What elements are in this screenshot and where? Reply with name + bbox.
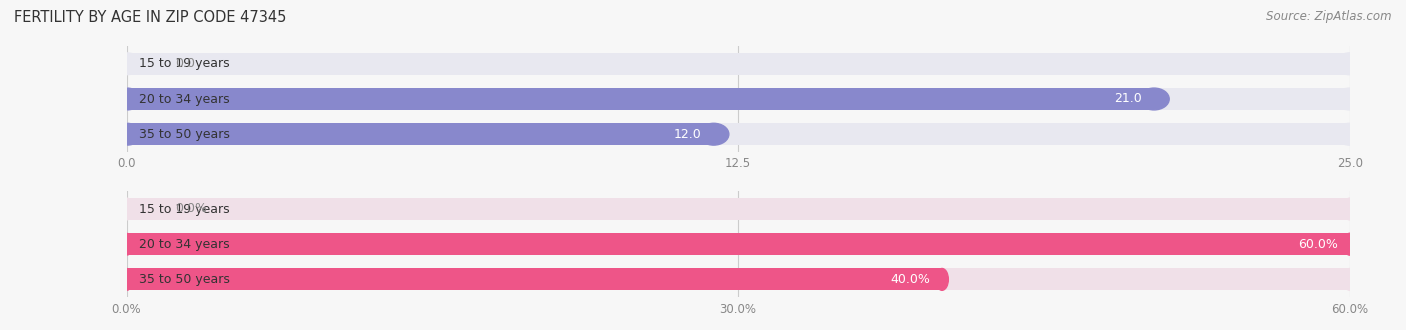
- Circle shape: [1334, 88, 1365, 110]
- Circle shape: [1139, 88, 1170, 110]
- Bar: [127, 198, 1350, 220]
- Circle shape: [121, 269, 132, 290]
- Text: 35 to 50 years: 35 to 50 years: [139, 273, 229, 286]
- Text: 20 to 34 years: 20 to 34 years: [139, 92, 229, 106]
- Text: Source: ZipAtlas.com: Source: ZipAtlas.com: [1267, 10, 1392, 23]
- Circle shape: [699, 123, 728, 145]
- Bar: [127, 262, 1350, 297]
- Circle shape: [1344, 233, 1355, 255]
- Bar: [127, 123, 714, 145]
- Bar: [127, 53, 1350, 75]
- Text: 0.0%: 0.0%: [176, 203, 208, 215]
- Circle shape: [121, 233, 132, 255]
- Bar: [127, 269, 942, 290]
- Bar: [127, 82, 1350, 116]
- Bar: [127, 88, 1350, 110]
- Text: 40.0%: 40.0%: [890, 273, 929, 286]
- Text: 20 to 34 years: 20 to 34 years: [139, 238, 229, 251]
- Circle shape: [111, 88, 142, 110]
- Circle shape: [1334, 123, 1365, 145]
- Text: 35 to 50 years: 35 to 50 years: [139, 128, 229, 141]
- Circle shape: [936, 269, 948, 290]
- Circle shape: [1334, 53, 1365, 75]
- Circle shape: [1344, 269, 1355, 290]
- Text: 15 to 19 years: 15 to 19 years: [139, 203, 229, 215]
- Text: FERTILITY BY AGE IN ZIP CODE 47345: FERTILITY BY AGE IN ZIP CODE 47345: [14, 10, 287, 25]
- Circle shape: [111, 123, 142, 145]
- Bar: [127, 116, 1350, 152]
- Circle shape: [121, 233, 132, 255]
- Circle shape: [111, 88, 142, 110]
- Circle shape: [1344, 198, 1355, 220]
- Circle shape: [111, 53, 142, 75]
- Circle shape: [111, 123, 142, 145]
- Bar: [127, 88, 1154, 110]
- Text: 12.0: 12.0: [673, 128, 702, 141]
- Bar: [127, 269, 1350, 290]
- Text: 21.0: 21.0: [1114, 92, 1142, 106]
- Circle shape: [121, 269, 132, 290]
- Bar: [127, 227, 1350, 262]
- Bar: [127, 191, 1350, 227]
- Circle shape: [1344, 233, 1355, 255]
- Bar: [127, 233, 1350, 255]
- Bar: [127, 46, 1350, 82]
- Text: 15 to 19 years: 15 to 19 years: [139, 57, 229, 70]
- Bar: [127, 123, 1350, 145]
- Text: 60.0%: 60.0%: [1298, 238, 1337, 251]
- Bar: [127, 233, 1350, 255]
- Text: 0.0: 0.0: [176, 57, 195, 70]
- Circle shape: [121, 198, 132, 220]
